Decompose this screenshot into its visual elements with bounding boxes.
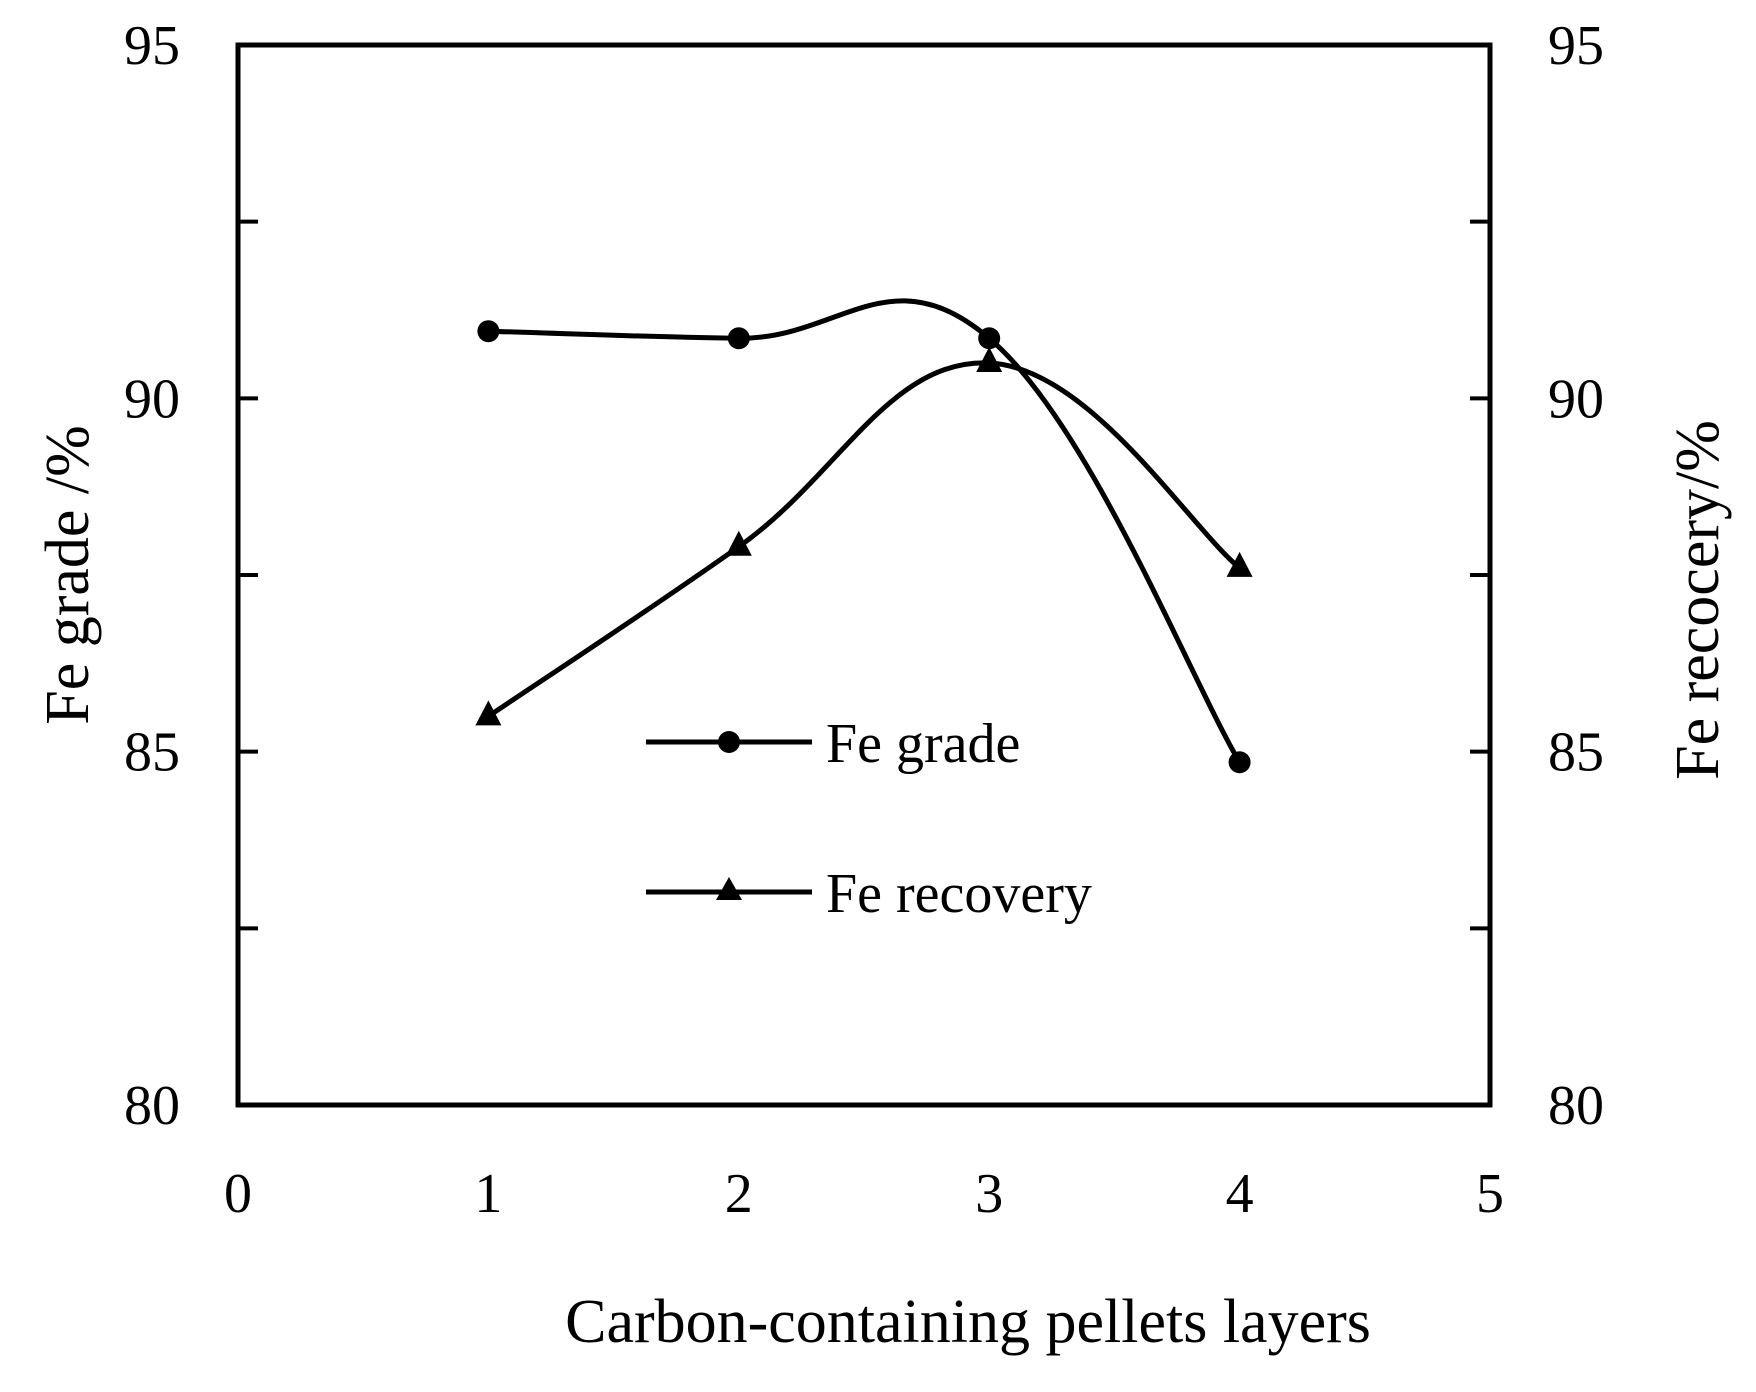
series-markers bbox=[475, 320, 1253, 774]
y-tick-label-right: 95 bbox=[1548, 15, 1604, 77]
y-tick-label-right: 85 bbox=[1548, 722, 1604, 784]
series-line-fe-grade bbox=[488, 298, 1242, 764]
legend-label-fe-grade: Fe grade bbox=[826, 713, 1020, 775]
y-tick-label-left: 85 bbox=[124, 722, 180, 784]
data-point-fe-recovery bbox=[976, 347, 1003, 372]
data-point-fe-recovery bbox=[725, 530, 752, 556]
data-point-fe-grade bbox=[727, 327, 750, 350]
y-tick-label-right: 90 bbox=[1548, 368, 1604, 430]
data-point-fe-grade bbox=[978, 327, 1001, 350]
data-point-fe-grade bbox=[477, 320, 500, 343]
legend: Fe grade Fe recovery bbox=[646, 713, 1092, 925]
x-tick-label: 4 bbox=[1226, 1163, 1254, 1225]
x-axis-title: Carbon-containing pellets layers bbox=[565, 1288, 1371, 1356]
plot-frame bbox=[235, 42, 1493, 1108]
x-tick-label: 0 bbox=[224, 1163, 252, 1225]
series-lines bbox=[486, 298, 1242, 764]
series-line-fe-recovery bbox=[486, 360, 1242, 719]
y-axis-title-left: Fe grade /% bbox=[34, 425, 102, 725]
x-tick-label: 3 bbox=[975, 1163, 1003, 1225]
legend-marker-fe-recovery bbox=[716, 877, 742, 900]
y-tick-label-left: 95 bbox=[124, 15, 180, 77]
x-tick-label: 2 bbox=[725, 1163, 753, 1225]
legend-marker-fe-grade bbox=[718, 731, 740, 753]
data-point-fe-recovery bbox=[1226, 551, 1253, 577]
plot-frame-group bbox=[235, 42, 1493, 1108]
data-point-fe-recovery bbox=[475, 700, 502, 726]
axis-ticks bbox=[238, 43, 1490, 1107]
y-axis-title-right: Fe recocery/% bbox=[1664, 420, 1732, 780]
data-point-fe-grade bbox=[1228, 751, 1251, 774]
y-tick-label-left: 80 bbox=[124, 1075, 180, 1137]
legend-label-fe-recovery: Fe recovery bbox=[826, 863, 1092, 925]
x-tick-label: 5 bbox=[1476, 1163, 1504, 1225]
x-tick-label: 1 bbox=[474, 1163, 502, 1225]
tick-labels: 80 85 90 95 80 85 90 95 0 1 2 3 4 5 bbox=[124, 15, 1604, 1225]
y-tick-label-right: 80 bbox=[1548, 1075, 1604, 1137]
y-tick-label-left: 90 bbox=[124, 368, 180, 430]
